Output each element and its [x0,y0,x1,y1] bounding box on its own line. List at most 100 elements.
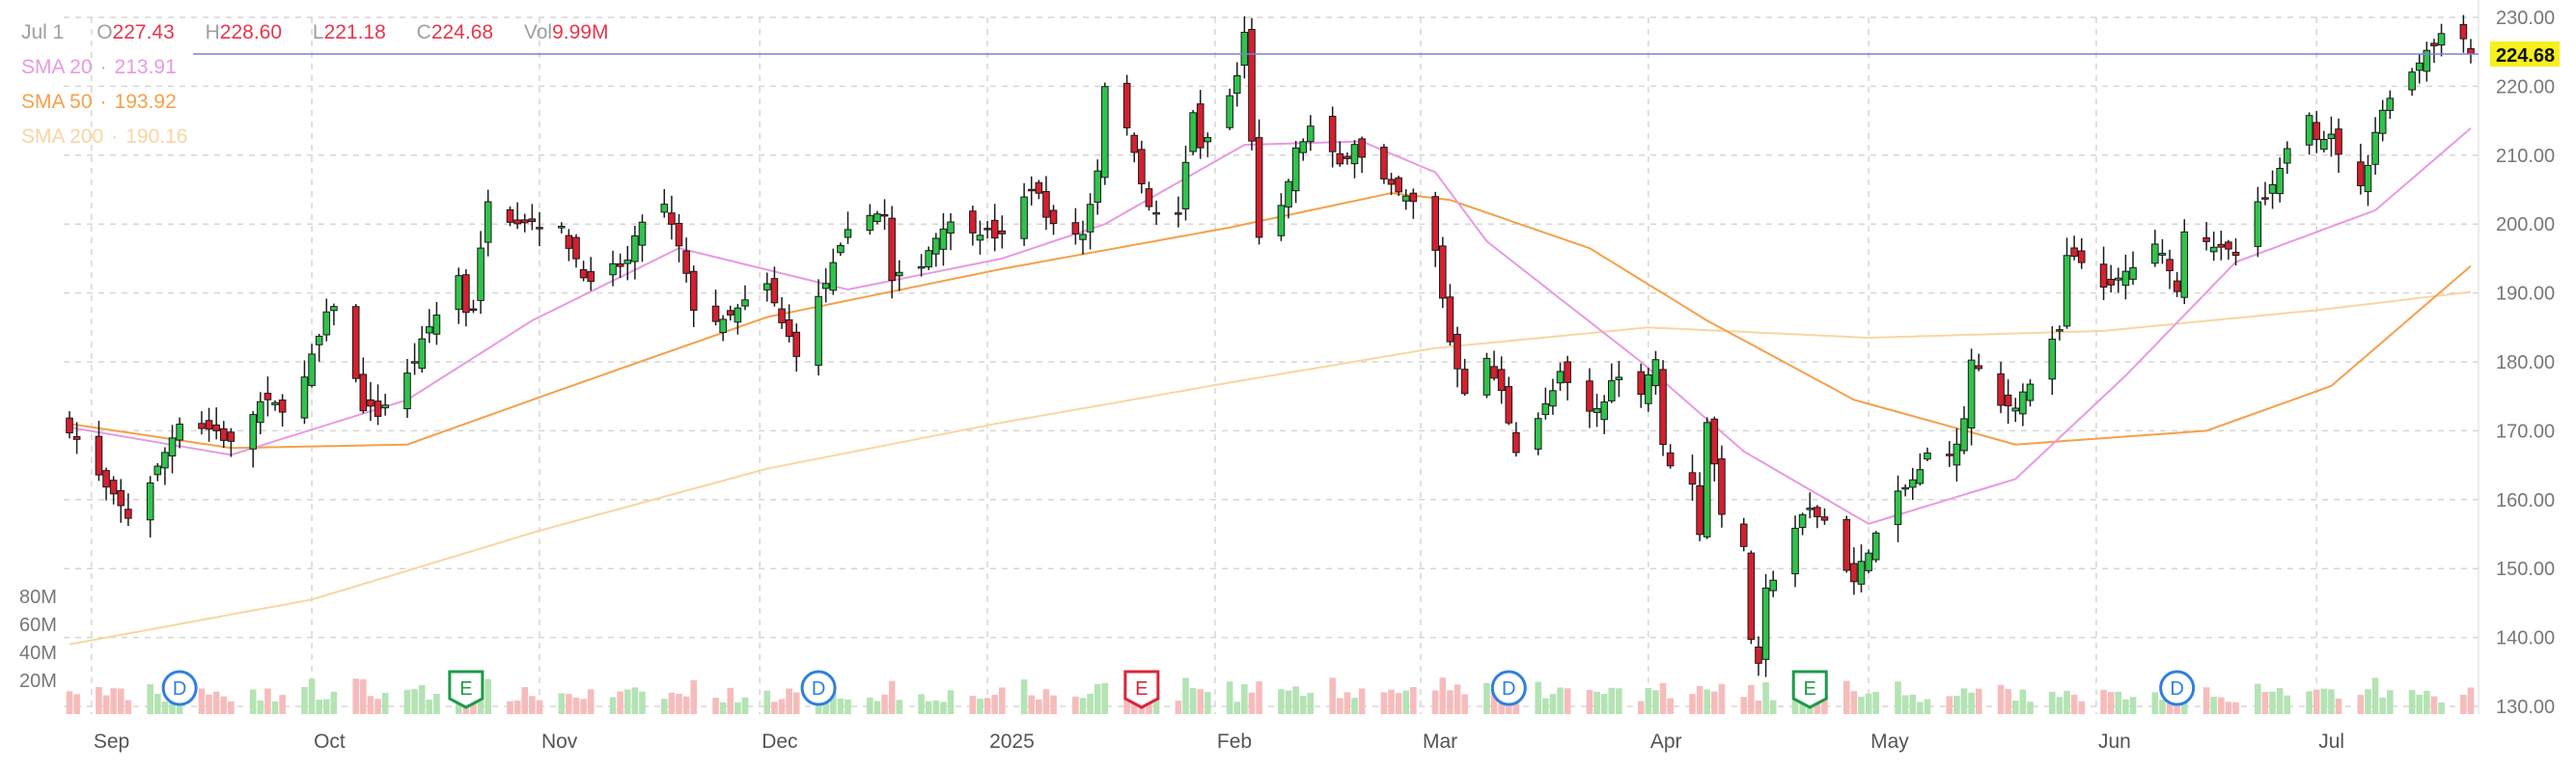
high-label: H [205,21,220,43]
sma200-path [69,290,2472,646]
dividend-marker[interactable]: D [161,670,198,706]
earnings-marker[interactable]: E [1123,670,1160,709]
volume-bar [330,691,338,714]
candle-body [2231,251,2240,257]
volume-bar [2064,690,2070,714]
volume-bar [2438,702,2445,714]
candle-body [205,420,213,430]
volume-bar [1226,681,1233,714]
volume-bar [1307,693,1315,714]
volume-bar [1197,689,1205,714]
volume-bar [2159,700,2166,714]
candle-body [1086,204,1094,233]
volume-bar [1909,694,1917,714]
price-axis: 130.00 140.00 150.00 160.00 170.00 180.00 190.… [2496,8,2555,718]
legend-sma20[interactable]: SMA 20 · 213.91 [21,50,633,85]
volume-bar [2357,695,2365,714]
candle-body [469,308,478,312]
price-tick-label: 210.00 [2496,146,2555,167]
candle-body [1901,486,1909,490]
candle-body [1446,296,1454,343]
candle-body [1240,31,1249,67]
volume-bar [1130,696,1138,714]
candle-body [462,274,470,314]
volume-bar [1769,700,1777,714]
volume-bar [2005,688,2011,714]
candle-body [2063,255,2071,327]
volume-bar [1454,684,1461,714]
volume-bar [257,700,264,714]
candle-body [1336,152,1344,165]
dividend-marker[interactable]: D [2159,670,2196,706]
candle-body [609,262,617,276]
legend-sma50[interactable]: SMA 50 · 193.92 [21,85,633,120]
volume-tick-label: 80M [19,587,57,608]
price-tick-label: 170.00 [2496,421,2555,442]
volume-bar [2151,692,2159,714]
volume-bar [513,700,521,714]
candle-body [2313,122,2321,141]
candle-body [2070,247,2078,258]
candle-body [2114,277,2122,281]
volume-bar [1872,691,1880,714]
candle-body [778,308,786,323]
volume-bar [1953,695,1960,714]
volume-bar [1814,702,1821,714]
candle-body [520,219,529,224]
volume-bar [572,697,580,714]
candle-body [1696,484,1703,536]
candle-body [565,234,573,249]
candle-body [109,480,118,495]
candle-body [2408,71,2416,91]
earnings-marker[interactable]: E [448,670,485,709]
volume-bar [566,694,572,714]
volume-bar [2430,696,2438,714]
volume-bar [660,699,668,714]
volume-bar [2424,690,2430,714]
dividend-marker[interactable]: D [1490,670,1527,706]
volume-bar [2100,689,2107,714]
candle-body [1189,112,1197,152]
candle-body [1593,407,1601,413]
candle-body [315,335,323,345]
volume-bar [154,694,161,714]
candle-body [785,318,793,338]
candle-body [1894,490,1902,526]
volume-bar [1711,691,1718,714]
candle-body [1857,561,1866,585]
dividend-marker-circle [1490,670,1527,706]
candle-body [631,234,639,262]
volume-bar [969,696,977,714]
legend-sma200[interactable]: SMA 200 · 190.16 [21,120,633,154]
candle-body [513,219,521,225]
candle-body [168,437,177,456]
volume-bar [1637,701,1645,714]
candle-body [616,262,624,267]
earnings-marker[interactable]: E [1791,670,1828,709]
volume-bar [73,694,80,714]
candle-body [66,417,73,434]
dividend-marker[interactable]: D [800,670,837,706]
volume-bar [249,689,257,714]
candle-body [2415,62,2424,71]
candle-body [932,237,940,255]
volume-bar [1512,699,1520,714]
earnings-marker-label: E [1804,678,1816,700]
candle-body [1401,195,1410,202]
candle-body [95,435,103,476]
volume-bar [2269,691,2276,714]
candle-body [2254,201,2262,247]
volume-bar [1175,701,1182,714]
time-tick-label: Apr [1650,731,1682,753]
volume-bar [110,688,117,714]
candle-body [117,490,125,507]
volume-bar [668,692,676,714]
candle-body [2004,394,2012,407]
volume-bar [1535,681,1542,714]
candle-body [2378,109,2387,134]
candle-body [212,424,220,431]
price-tick-label: 180.00 [2496,352,2555,373]
